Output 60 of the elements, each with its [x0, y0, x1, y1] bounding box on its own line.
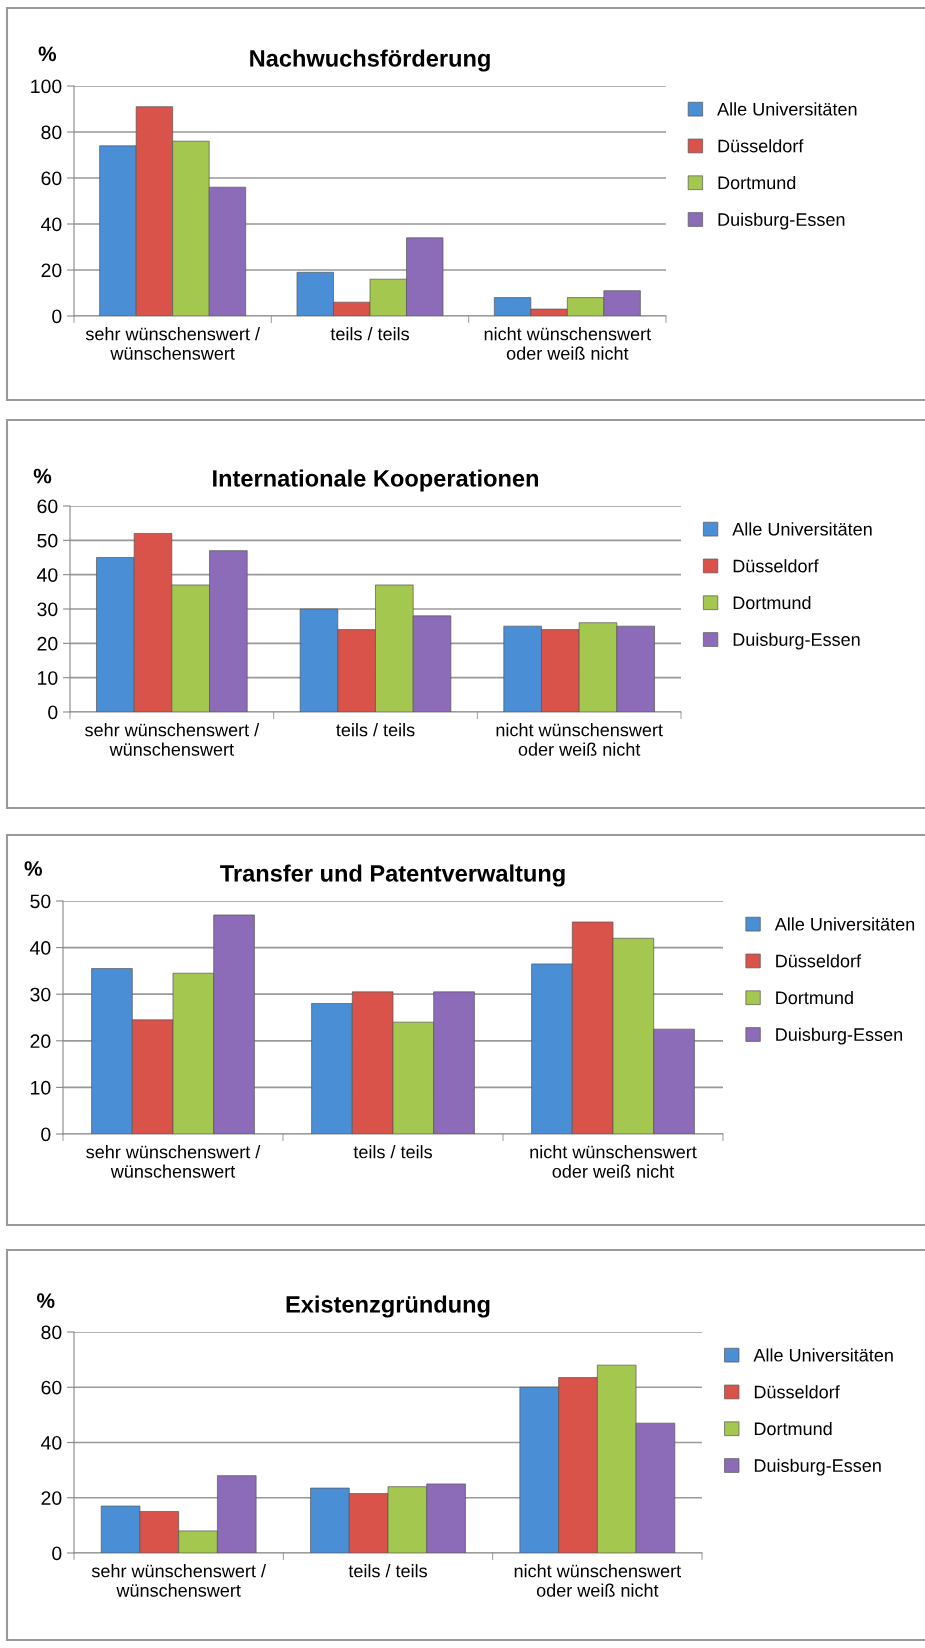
x-tick-label: nicht wünschenswert oder weiß nicht [496, 723, 663, 756]
y-tick-label: 40 [37, 568, 58, 582]
legend-label: Dortmund [733, 595, 811, 610]
y-tick-label: 20 [41, 263, 62, 278]
x-tick-label: nicht wünschenswert oder weiß nicht [484, 327, 651, 360]
y-axis-title: % [36, 1293, 55, 1308]
y-tick-label: 40 [41, 217, 62, 232]
y-tick-label: 0 [41, 1127, 51, 1142]
y-tick-label: 60 [41, 171, 62, 186]
y-tick-label: 100 [31, 79, 62, 94]
y-tick-label: 10 [31, 1080, 51, 1095]
legend-label: Dortmund [754, 1421, 832, 1436]
legend-label: Duisburg-Essen [718, 212, 845, 230]
chart-title: Transfer und Patentverwaltung [220, 864, 565, 887]
y-tick-label: 20 [41, 1491, 62, 1505]
legend-label: Düsseldorf [754, 1385, 840, 1399]
legend-label: Düsseldorf [733, 559, 819, 573]
legend-label: Alle Universitäten [774, 917, 915, 931]
y-tick-label: 60 [37, 499, 58, 514]
legend-label: Dortmund [718, 175, 796, 190]
legend-label: Duisburg-Essen [754, 1458, 881, 1476]
x-tick-label: nicht wünschenswert oder weiß nicht [530, 1145, 697, 1178]
y-tick-label: 0 [48, 705, 58, 720]
legend-label: Alle Universitäten [717, 102, 857, 116]
x-tick-label: sehr wünschenswert / wünschenswert [91, 1564, 266, 1597]
y-tick-label: 10 [38, 671, 58, 685]
y-tick-label: 0 [52, 309, 62, 324]
y-tick-label: 50 [30, 894, 51, 909]
x-tick-label: sehr wünschenswert / wünschenswert [85, 327, 260, 360]
legend-label: Duisburg-Essen [733, 632, 860, 650]
legend-label: Duisburg-Essen [776, 1027, 903, 1045]
x-tick-label: sehr wünschenswert / wünschenswert [85, 723, 260, 756]
legend-label: Alle Universitäten [753, 1348, 893, 1362]
x-tick-label: teils / teils [330, 327, 409, 341]
chart-title: Internationale Kooperationen [213, 469, 539, 492]
chart-title: Nachwuchsförderung [250, 49, 490, 72]
y-tick-label: 0 [52, 1546, 62, 1561]
y-tick-label: 50 [37, 533, 58, 548]
y-tick-label: 30 [30, 987, 51, 1002]
x-tick-label: sehr wünschenswert / wünschenswert [86, 1145, 261, 1178]
legend-label: Düsseldorf [776, 954, 862, 968]
y-axis-title: % [33, 468, 52, 484]
y-tick-label: 30 [37, 602, 58, 617]
x-tick-label: teils / teils [336, 723, 415, 737]
legend-label: Alle Universitäten [732, 522, 872, 536]
y-tick-label: 20 [30, 1034, 51, 1049]
legend-label: Düsseldorf [718, 139, 804, 153]
x-tick-label: nicht wünschenswert oder weiß nicht [514, 1564, 681, 1597]
y-axis-title: % [38, 46, 57, 62]
y-tick-label: 80 [41, 125, 62, 140]
y-tick-label: 60 [41, 1380, 62, 1395]
x-tick-label: teils / teils [353, 1145, 432, 1159]
y-tick-label: 40 [41, 1435, 62, 1450]
y-tick-label: 80 [41, 1325, 62, 1340]
y-tick-label: 20 [37, 636, 58, 651]
y-axis-title: % [24, 861, 43, 876]
x-tick-label: teils / teils [348, 1564, 427, 1578]
legend-label: Dortmund [776, 990, 853, 1005]
chart-title: Existenzgründung [286, 1295, 490, 1318]
y-tick-label: 40 [30, 941, 51, 955]
